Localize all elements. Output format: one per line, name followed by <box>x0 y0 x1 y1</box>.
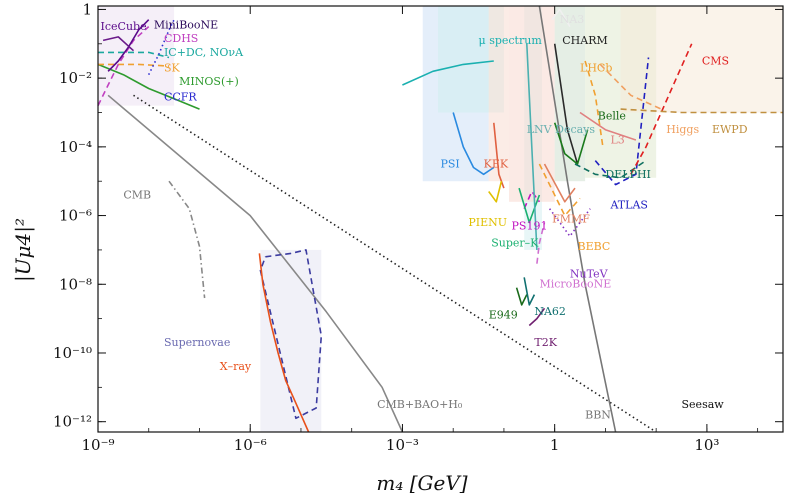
series-pienu <box>488 181 503 203</box>
band-ewpd-region <box>620 6 783 113</box>
series-super-k <box>518 187 541 224</box>
band-charm-region <box>554 6 586 182</box>
series-icecube <box>102 36 135 52</box>
label-bebc: BEBC <box>578 240 611 253</box>
series-charm <box>553 43 579 165</box>
series-atlas <box>594 57 650 186</box>
x-tick-label: 10⁻⁹ <box>81 436 114 454</box>
series-na3 <box>551 8 571 28</box>
series-spectrum <box>402 60 494 86</box>
label-ps191: PS191 <box>512 219 548 232</box>
x-tick-label: 10³ <box>694 436 719 454</box>
label-fmmf: FMMF <box>552 212 590 225</box>
y-tick-label: 1 <box>82 0 92 18</box>
series-ic-dc-no-a <box>98 51 170 59</box>
y-tick-label: 10⁻¹² <box>53 413 92 431</box>
label-supernovae: Supernovae <box>164 336 230 349</box>
series-psi <box>452 112 495 176</box>
plot-frame <box>97 5 784 433</box>
band-supernovae-region <box>260 249 322 432</box>
series-cmb <box>168 180 206 299</box>
label-pienu: PIENU <box>468 216 507 229</box>
series-minos <box>97 63 200 110</box>
y-tick-label: 10⁻⁶ <box>59 207 92 225</box>
series-higgs <box>599 63 662 110</box>
label-lnv-decays: LNV Decays <box>527 123 596 136</box>
y-tick-label: 10⁻⁸ <box>59 275 92 293</box>
label-spectrum: μ spectrum <box>479 34 543 47</box>
band-kek-region <box>488 6 509 182</box>
label-cmb: CMB <box>123 188 151 201</box>
y-axis-label: |Uμ4|² <box>11 218 36 282</box>
series-na62 <box>523 277 536 306</box>
label-cmb-bao-h: CMB+BAO+H₀ <box>377 398 463 411</box>
x-tick-label: 10⁻³ <box>386 436 419 454</box>
series-lhcb <box>584 60 604 148</box>
series-ewpd <box>620 108 783 114</box>
series-layer <box>97 5 783 433</box>
x-tick-label: 10⁻⁶ <box>234 436 267 454</box>
label-delphi: DELPHI <box>605 168 651 181</box>
label-seesaw: Seesaw <box>682 398 725 411</box>
series-miniboone <box>107 19 150 72</box>
label-lhcb: LHCb <box>580 61 612 74</box>
series-supernovae <box>259 249 323 420</box>
label-t2k: T2K <box>534 336 557 349</box>
series-kek <box>493 122 505 189</box>
series-x-ray <box>258 253 310 433</box>
label-na3: NA3 <box>560 13 585 26</box>
label-sk: SK <box>164 61 181 74</box>
series-lnv-decays <box>526 43 538 250</box>
label-na62: NA62 <box>534 305 566 318</box>
y-tick-label: 10⁻¹⁰ <box>53 344 92 362</box>
label-ewpd: EWPD <box>712 123 748 136</box>
label-charm: CHARM <box>562 34 608 47</box>
series-e949 <box>515 287 528 306</box>
label-microboone: MicroBooNE <box>539 278 611 291</box>
series-cmb-bao-h0 <box>107 94 404 433</box>
label-kek: KEK <box>484 157 509 170</box>
x-tick-label: 1 <box>550 436 560 454</box>
series-sk <box>98 63 170 67</box>
tick-layer: 10⁻⁹ 10⁻⁶ 10⁻³ 1 10³ 1 10⁻² 10⁻⁴ 10⁻⁶ 10⁻⁸ 10⁻¹⁰ 10… <box>53 0 783 454</box>
x-axis-label: m₄ [GeV] <box>376 471 467 495</box>
label-minos: MINOS(+) <box>179 75 239 88</box>
label-nutev: NuTeV <box>570 267 609 280</box>
label-bbn: BBN <box>585 408 611 421</box>
label-ccfr: CCFR <box>164 90 197 103</box>
label-icecube: IceCube <box>101 20 147 33</box>
series-fmmf <box>543 163 576 203</box>
series-l3 <box>579 111 637 141</box>
series-microboone <box>536 222 546 264</box>
label-miniboone: MiniBooNE <box>154 18 218 31</box>
label-cdhs: CDHS <box>164 32 198 45</box>
label-ic-dc-no-a: IC+DC, NOνA <box>164 46 244 59</box>
series-t2k <box>528 307 546 327</box>
y-tick-label: 10⁻² <box>59 69 92 87</box>
label-e949: E949 <box>489 309 518 322</box>
y-tick-label: 10⁻⁴ <box>59 138 92 156</box>
series-cdhs <box>97 26 150 106</box>
label-psi: PSI <box>441 157 460 170</box>
label-higgs: Higgs <box>666 123 699 136</box>
series-seesaw <box>133 94 657 433</box>
label-belle: Belle <box>598 109 626 122</box>
label-cms: CMS <box>702 54 729 67</box>
series-bebc <box>538 163 581 217</box>
label-atlas: ATLAS <box>609 199 647 212</box>
series-belle <box>553 122 589 165</box>
label-l3: L3 <box>610 133 624 146</box>
series-bbn <box>538 5 617 433</box>
label-super-k: Super–K <box>491 236 539 249</box>
series-cms <box>630 43 693 175</box>
label-x-ray: X–ray <box>220 360 252 373</box>
series-ccfr <box>147 19 175 76</box>
